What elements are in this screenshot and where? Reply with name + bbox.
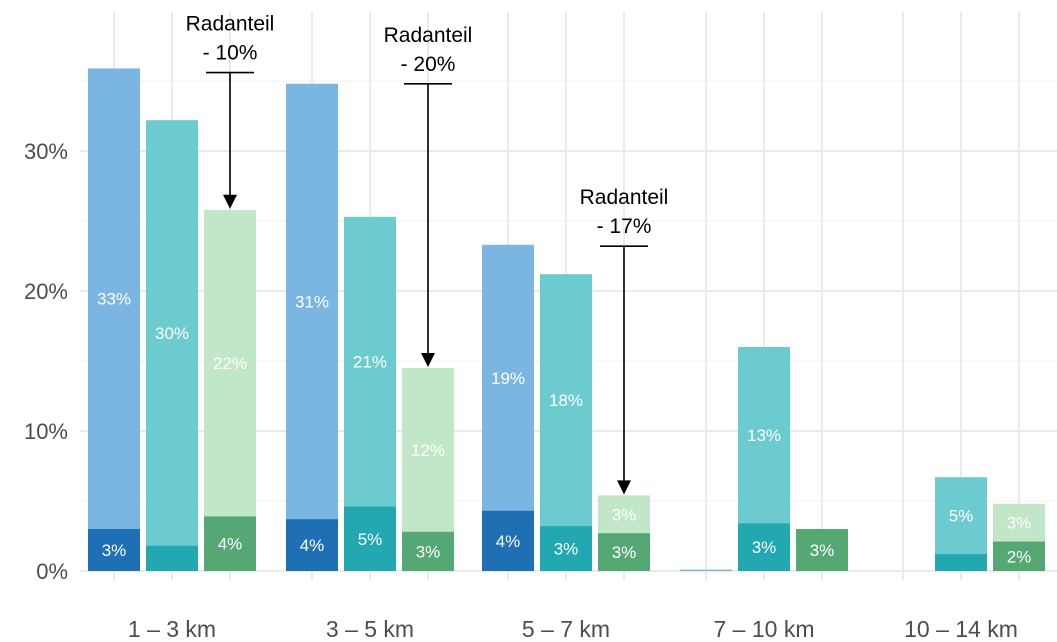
bar-base: [935, 554, 987, 571]
x-category-label: 10 – 14 km: [904, 616, 1018, 642]
bar-top-label: 21%: [353, 353, 387, 372]
bar-base: [540, 526, 592, 571]
bar-base: [738, 523, 790, 571]
annotation-arrowhead: [421, 353, 435, 367]
bar-base-label: 2%: [1007, 547, 1032, 566]
annotation-title: Radanteil: [186, 13, 275, 36]
bar-labels: 3% 33% 4% 31% 4% 19% 30% 5% 21% 3% 18% 3% 13% 5% 4% 22%…: [97, 290, 1031, 567]
x-category-label: 3 – 5 km: [326, 616, 414, 642]
bar-total: [286, 83, 338, 572]
bar-top-label: 18%: [549, 391, 583, 410]
bar-base-label: 5%: [358, 530, 383, 549]
bar-base: [204, 516, 256, 571]
y-tick-label: 10%: [24, 419, 68, 444]
bars: [88, 68, 1045, 572]
y-axis: 0% 10% 20% 30%: [24, 139, 68, 584]
bar-base: [286, 519, 338, 571]
bar-total: [680, 569, 732, 571]
bar-base-label: 3%: [102, 541, 127, 560]
y-tick-label: 0%: [36, 559, 68, 584]
annotation-value: - 10%: [203, 42, 258, 65]
bar-base-label: 3%: [752, 538, 777, 557]
bar-base: [146, 545, 198, 571]
bar-base: [482, 510, 534, 571]
y-tick-label: 20%: [24, 279, 68, 304]
bar-base: [344, 506, 396, 571]
bar-top-label: 33%: [97, 290, 131, 309]
annotation-value: - 17%: [597, 215, 652, 238]
bar-base-label: 4%: [300, 536, 325, 555]
annotation-value: - 20%: [401, 53, 456, 76]
bar-top-label: 19%: [491, 369, 525, 388]
bar-base: [598, 533, 650, 571]
bar-top-label: 3%: [612, 505, 637, 524]
bar-top-label: 3%: [1007, 514, 1032, 533]
bar-top-label: 13%: [747, 426, 781, 445]
bar-base-label: 3%: [416, 542, 441, 561]
x-category-label: 1 – 3 km: [128, 616, 216, 642]
bar-base: [88, 529, 140, 571]
bar-base-label: 4%: [218, 535, 243, 554]
bar-top-label: 30%: [155, 324, 189, 343]
bar-top-label: 22%: [213, 354, 247, 373]
annotation-title: Radanteil: [580, 186, 669, 209]
bar-base-label: 3%: [810, 541, 835, 560]
bar-base-label: 4%: [496, 532, 521, 551]
annotation-arrowhead: [617, 480, 631, 495]
x-category-label: 5 – 7 km: [522, 616, 610, 642]
x-category-label: 7 – 10 km: [714, 616, 815, 642]
bar-total: [88, 68, 140, 572]
annotation-title: Radanteil: [384, 24, 473, 47]
x-axis: 1 – 3 km 3 – 5 km 5 – 7 km 7 – 10 km 10 – 14…: [128, 616, 1018, 642]
bar-base: [993, 541, 1045, 571]
bar-base: [796, 529, 848, 571]
bar-total: [540, 274, 592, 571]
bar-top-label: 31%: [295, 293, 329, 312]
bar-total: [146, 120, 198, 571]
bar-total: [204, 209, 256, 572]
bar-base: [402, 531, 454, 571]
bar-base-label: 3%: [554, 540, 579, 559]
annotations: Radanteil - 10% Radanteil - 20% Radanteil - 1…: [186, 13, 669, 495]
bar-base-label: 3%: [612, 543, 637, 562]
annotation-arrowhead: [223, 194, 237, 209]
bar-top-label: 5%: [949, 507, 974, 526]
bar-top-label: 12%: [411, 441, 445, 460]
y-tick-label: 30%: [24, 139, 68, 164]
